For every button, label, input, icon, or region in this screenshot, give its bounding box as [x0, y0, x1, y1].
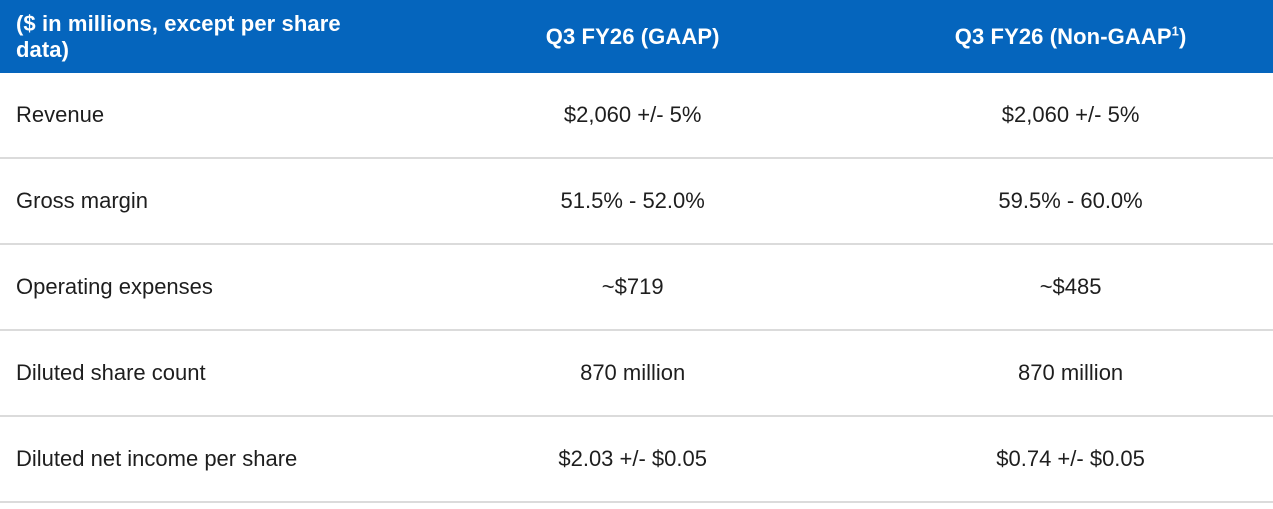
table-row-gross-margin: Gross margin 51.5% - 52.0% 59.5% - 60.0% — [0, 158, 1273, 245]
gaap-value: ~$719 — [397, 244, 869, 331]
header-cell-description: ($ in millions, except per share data) — [0, 0, 398, 73]
table-row-operating-expenses: Operating expenses ~$719 ~$485 — [0, 244, 1273, 331]
gaap-value: 51.5% - 52.0% — [397, 158, 869, 245]
non-gaap-value: 870 million — [868, 330, 1273, 417]
non-gaap-value: $2,060 +/- 5% — [868, 73, 1273, 159]
non-gaap-value: ~$485 — [868, 244, 1273, 331]
table-row-diluted-eps: Diluted net income per share $2.03 +/- $… — [0, 416, 1273, 503]
table-row-diluted-share-count: Diluted share count 870 million 870 mill… — [0, 330, 1273, 417]
gaap-value: $2,060 +/- 5% — [397, 73, 869, 159]
gaap-value: 870 million — [397, 330, 869, 417]
row-label: Diluted net income per share — [0, 416, 398, 503]
row-label: Operating expenses — [0, 244, 398, 331]
header-cell-gaap: Q3 FY26 (GAAP) — [397, 0, 869, 73]
table-header-row: ($ in millions, except per share data) Q… — [0, 0, 1273, 73]
gaap-value: $2.03 +/- $0.05 — [397, 416, 869, 503]
header-cell-non-gaap: Q3 FY26 (Non-GAAP1) — [868, 0, 1273, 73]
non-gaap-label: Q3 FY26 (Non-GAAP — [954, 23, 1172, 49]
non-gaap-value: $0.74 +/- $0.05 — [868, 416, 1273, 503]
non-gaap-value: 59.5% - 60.0% — [868, 158, 1273, 245]
row-label: Diluted share count — [0, 330, 398, 417]
footnote-marker: 1 — [1171, 23, 1179, 39]
row-label: Gross margin — [0, 158, 398, 245]
row-label: Revenue — [0, 73, 398, 159]
table-row-revenue: Revenue $2,060 +/- 5% $2,060 +/- 5% — [0, 73, 1273, 159]
non-gaap-label-suffix: ) — [1178, 23, 1187, 49]
